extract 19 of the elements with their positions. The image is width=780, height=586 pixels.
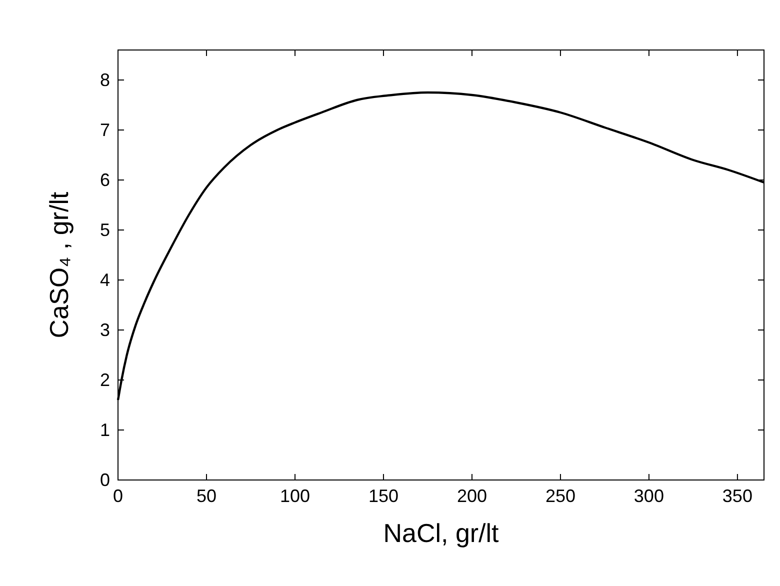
y-tick-label: 6	[100, 170, 110, 190]
x-axis-title: NaCl, gr/lt	[383, 518, 500, 548]
y-tick-label: 5	[100, 220, 110, 240]
y-axis-title: CaSO₄ , gr/lt	[44, 191, 74, 338]
y-tick-label: 3	[100, 320, 110, 340]
x-tick-label: 0	[112, 486, 124, 506]
y-tick-label: 1	[100, 420, 110, 440]
x-tick-label: 100	[280, 486, 310, 506]
y-tick-label: 0	[100, 470, 110, 490]
y-tick-label: 7	[100, 120, 110, 140]
x-tick-label: 300	[634, 486, 664, 506]
y-tick-label: 4	[100, 270, 110, 290]
x-tick-label: 200	[456, 486, 487, 506]
y-tick-label: 2	[100, 370, 110, 390]
x-tick-label: 350	[722, 486, 752, 506]
x-tick-label: 50	[196, 486, 217, 506]
y-tick-label: 8	[100, 70, 110, 90]
x-tick-label: 250	[545, 486, 576, 506]
x-tick-label: 150	[368, 486, 399, 506]
